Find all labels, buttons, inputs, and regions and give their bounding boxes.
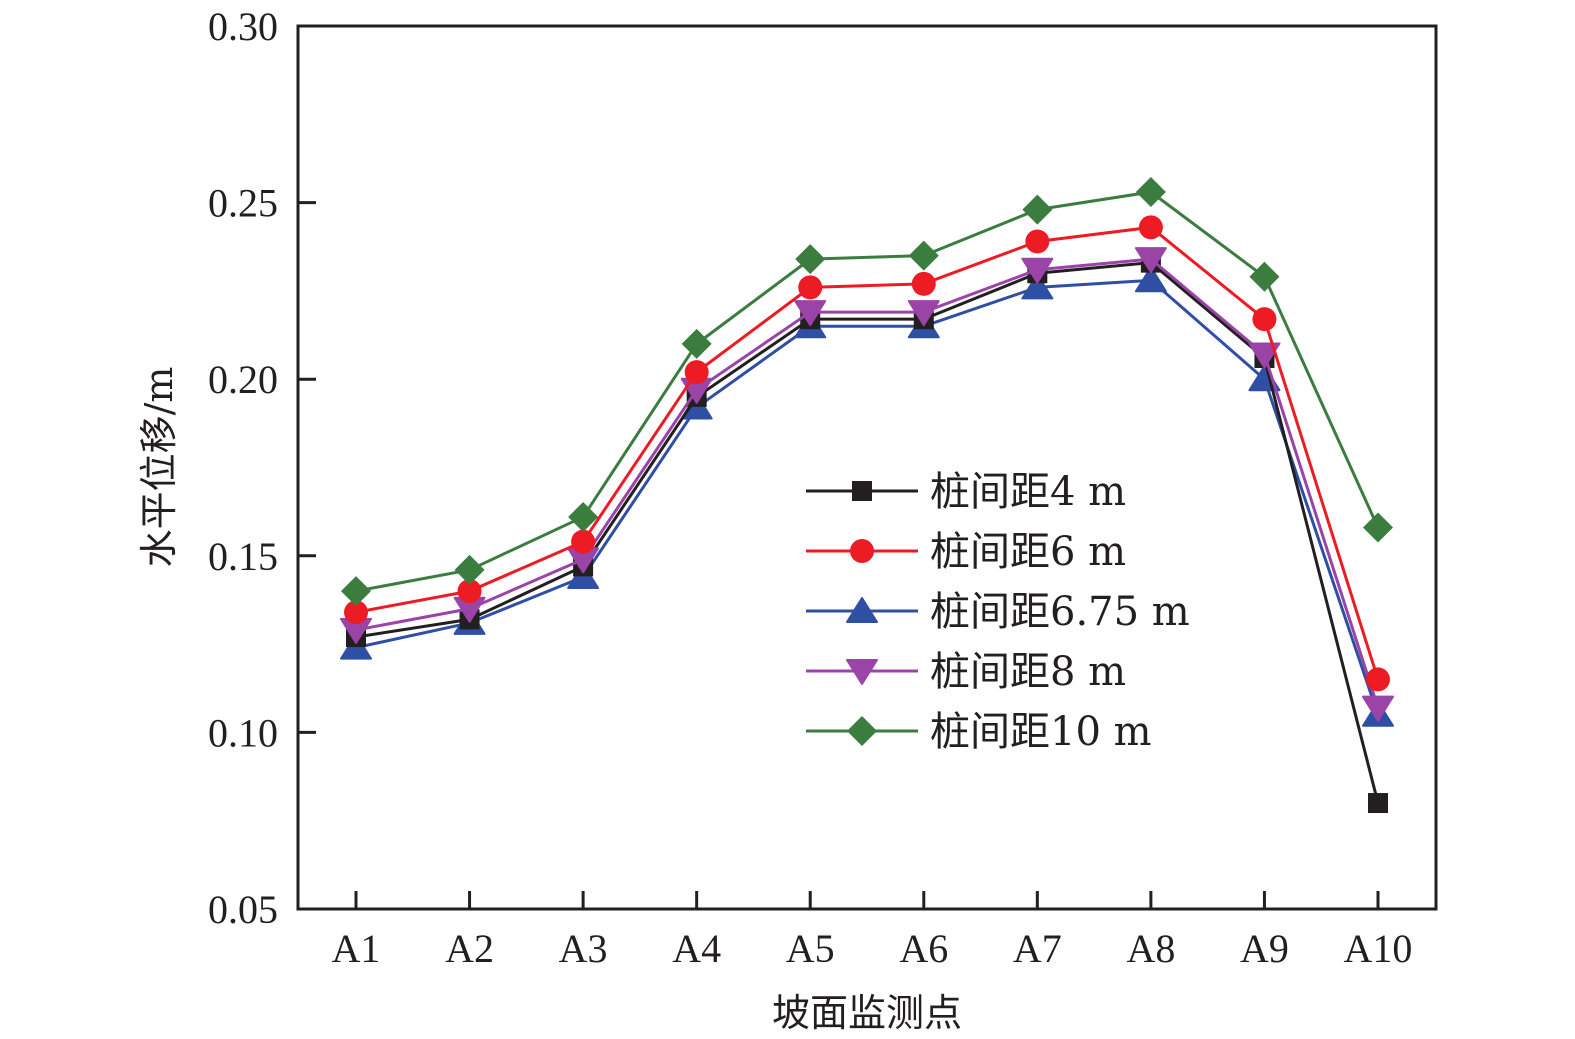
y-axis-title: 水平位移/m	[137, 367, 181, 568]
data-point	[344, 600, 368, 625]
legend-item: 桩间距4 m	[806, 469, 1126, 515]
data-point	[1363, 512, 1393, 543]
data-point	[1368, 793, 1388, 814]
legend-marker	[852, 481, 872, 501]
series-line	[355, 257, 1380, 709]
x-tick-label: A4	[672, 926, 721, 971]
series-line	[355, 190, 1380, 593]
series-triangle-down	[340, 247, 1394, 722]
legend: 桩间距4 m 桩间距6 m 桩间距6.75 m 桩间距8 m 桩间距10 m	[806, 469, 1190, 755]
data-point	[571, 529, 596, 554]
series-layer	[340, 177, 1394, 814]
legend-label: 桩间距10 m	[930, 709, 1152, 755]
series-line	[355, 278, 1380, 716]
data-point	[1134, 247, 1167, 274]
data-point	[341, 576, 371, 607]
data-point	[911, 271, 936, 296]
data-point	[1249, 261, 1280, 292]
data-point	[457, 579, 482, 604]
data-point	[798, 275, 823, 300]
legend-marker	[847, 716, 877, 746]
data-point	[1021, 257, 1054, 284]
data-point	[1135, 177, 1166, 208]
legend-label: 桩间距6 m	[930, 529, 1126, 575]
x-tick-label: A6	[899, 926, 948, 971]
data-point	[795, 244, 826, 275]
data-point	[681, 328, 712, 359]
legend-item: 桩间距6.75 m	[806, 589, 1190, 635]
legend-marker	[846, 597, 878, 623]
y-tick-label: 0.10	[208, 710, 278, 755]
x-axis: A1 A2 A3 A4 A5 A6 A7 A8 A9 A10	[332, 891, 1413, 971]
series-line	[355, 225, 1380, 680]
legend-marker	[850, 539, 874, 563]
data-point	[1022, 194, 1053, 225]
y-tick-label: 0.25	[208, 181, 278, 226]
legend-label: 桩间距4 m	[930, 469, 1126, 515]
data-point	[1362, 695, 1394, 722]
plot-border	[296, 24, 1438, 911]
y-tick-label: 0.05	[208, 887, 278, 932]
data-point	[684, 360, 709, 385]
legend-item: 桩间距6 m	[806, 529, 1126, 575]
legend-marker	[846, 659, 878, 685]
series-line	[355, 261, 1380, 804]
x-tick-label: A3	[559, 926, 608, 971]
data-point	[1025, 229, 1050, 254]
x-tick-label: A7	[1013, 926, 1062, 971]
y-tick-label: 0.15	[208, 534, 278, 579]
x-tick-label: A8	[1126, 926, 1175, 971]
data-point	[568, 501, 599, 532]
x-tick-label: A2	[445, 926, 494, 971]
data-point	[907, 300, 940, 327]
data-point	[908, 240, 939, 271]
data-point	[1366, 667, 1390, 692]
data-point	[454, 554, 485, 585]
data-point	[1138, 215, 1163, 240]
y-tick-label: 0.30	[208, 4, 278, 49]
series-diamond	[341, 177, 1393, 607]
legend-item: 桩间距10 m	[806, 709, 1152, 755]
x-tick-label: A1	[332, 926, 381, 971]
x-tick-label: A10	[1344, 926, 1413, 971]
legend-label: 桩间距8 m	[930, 649, 1126, 695]
y-axis: 0.05 0.10 0.15 0.20 0.25 0.30	[208, 4, 316, 932]
data-point	[794, 300, 827, 327]
x-axis-title: 坡面监测点	[772, 991, 962, 1035]
plot-frame	[296, 24, 1438, 911]
legend-label: 桩间距6.75 m	[930, 589, 1190, 635]
y-tick-label: 0.20	[208, 357, 278, 402]
data-point	[1248, 342, 1281, 369]
data-point	[1134, 266, 1167, 293]
data-point	[1252, 307, 1277, 332]
x-tick-label: A9	[1240, 926, 1289, 971]
series-circle	[344, 215, 1390, 692]
data-point	[1021, 273, 1054, 300]
x-tick-label: A5	[786, 926, 835, 971]
legend-item: 桩间距8 m	[806, 649, 1126, 695]
